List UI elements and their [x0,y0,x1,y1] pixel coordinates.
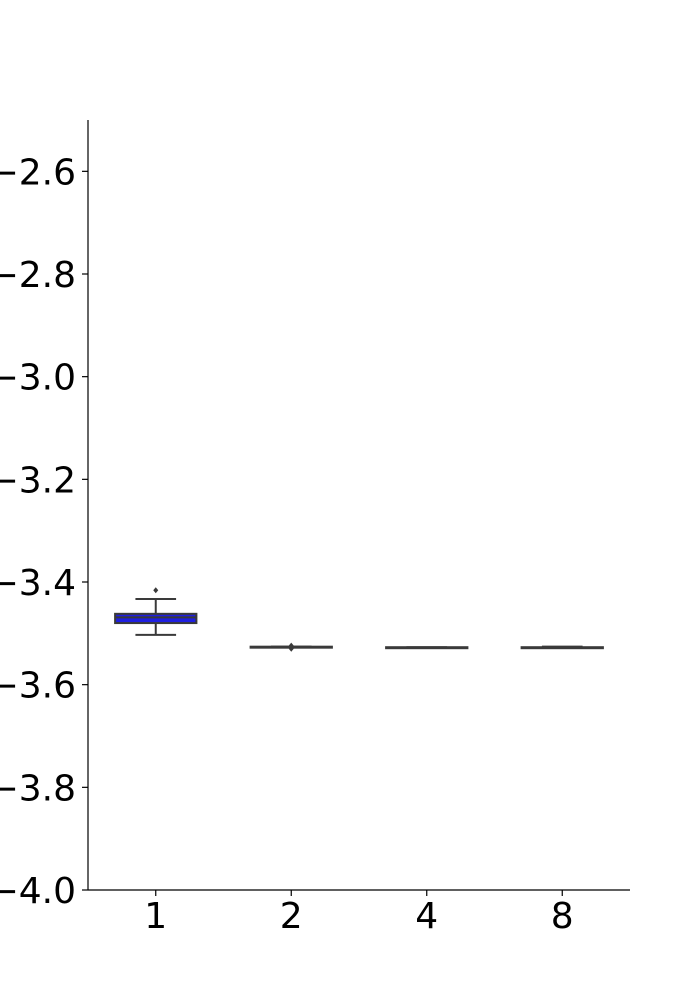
x-tick-label: 8 [551,896,574,937]
outlier-point [153,587,159,594]
box-body [114,612,198,625]
box-8 [520,645,604,650]
x-axis-ticks: 1 2 4 8 [144,890,574,937]
box-1 [114,587,198,636]
box-4 [385,646,469,650]
outlier-point [288,645,294,652]
y-tick-label: −3.4 [0,563,76,604]
y-tick-label: −2.8 [0,255,76,296]
y-tick-label: −3.8 [0,768,76,809]
y-tick-label: −3.2 [0,460,76,501]
y-tick-label: −3.6 [0,666,76,707]
y-tick-label: −2.6 [0,152,76,193]
box-series [114,587,604,652]
y-tick-label: −4.0 [0,871,76,912]
outlier-point [288,642,294,649]
x-tick-label: 4 [415,896,438,937]
box-2 [249,642,333,652]
x-tick-label: 1 [144,896,167,937]
x-tick-label: 2 [280,896,303,937]
y-axis-ticks: −2.6 −2.8 −3.0 −3.2 −3.4 −3.6 −3.8 −4.0 [0,152,88,912]
y-tick-label: −3.0 [0,358,76,399]
